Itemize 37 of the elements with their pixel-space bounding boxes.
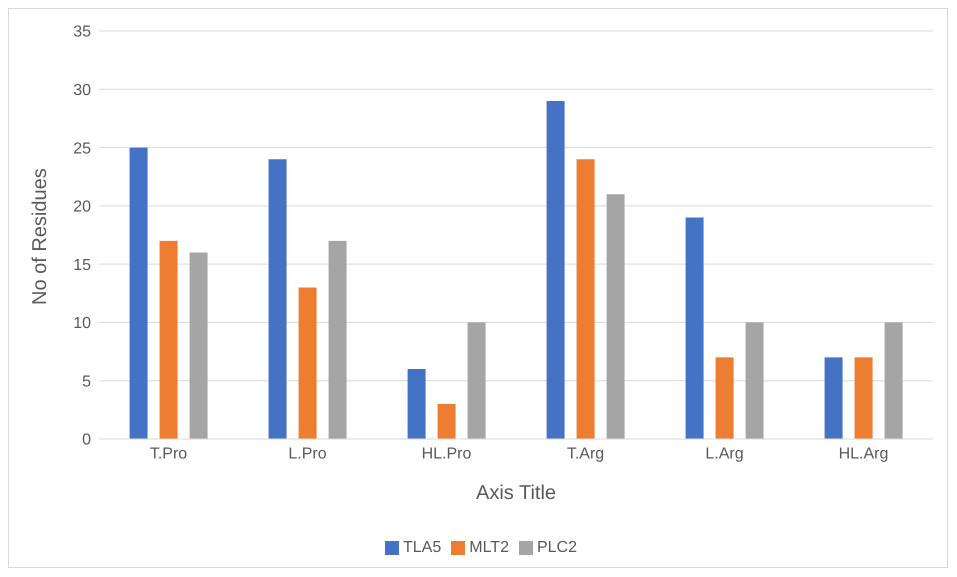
x-tick-label: HL.Pro bbox=[422, 445, 472, 462]
bar bbox=[854, 357, 873, 439]
bar bbox=[884, 322, 903, 439]
x-tick-label: L.Pro bbox=[288, 445, 327, 462]
y-tick-label: 25 bbox=[73, 140, 92, 158]
bar bbox=[576, 159, 595, 439]
x-tick-label: HL.Arg bbox=[838, 445, 888, 462]
legend-label: MLT2 bbox=[469, 539, 509, 556]
y-tick-label: 0 bbox=[82, 432, 92, 449]
bar bbox=[746, 322, 764, 439]
y-tick-label: 15 bbox=[73, 256, 92, 274]
y-tick-label: 5 bbox=[82, 373, 92, 390]
bar bbox=[130, 148, 148, 439]
bar bbox=[468, 322, 486, 439]
bar bbox=[160, 240, 178, 439]
bar bbox=[190, 252, 208, 439]
bar bbox=[606, 194, 625, 439]
bar bbox=[546, 100, 565, 439]
bar bbox=[268, 159, 287, 439]
x-tick-label: L.Arg bbox=[705, 445, 744, 462]
y-axis-title: No of Residues bbox=[29, 168, 52, 305]
x-axis-title: Axis Title bbox=[476, 482, 556, 504]
x-tick-label: T.Pro bbox=[150, 445, 188, 462]
y-tick-label: 20 bbox=[73, 198, 92, 216]
x-tick-label: T.Arg bbox=[566, 445, 604, 462]
bar bbox=[438, 404, 456, 439]
legend-label: PLC2 bbox=[536, 539, 577, 556]
bar bbox=[298, 287, 317, 439]
y-tick-label: 10 bbox=[73, 315, 92, 332]
y-tick-label: 30 bbox=[73, 82, 92, 99]
bar bbox=[408, 369, 426, 439]
bar bbox=[328, 240, 347, 439]
bar bbox=[686, 218, 704, 439]
y-tick-label: 35 bbox=[73, 24, 92, 41]
bar bbox=[824, 357, 843, 439]
bar bbox=[716, 357, 734, 439]
legend-label: TLA5 bbox=[403, 539, 442, 556]
